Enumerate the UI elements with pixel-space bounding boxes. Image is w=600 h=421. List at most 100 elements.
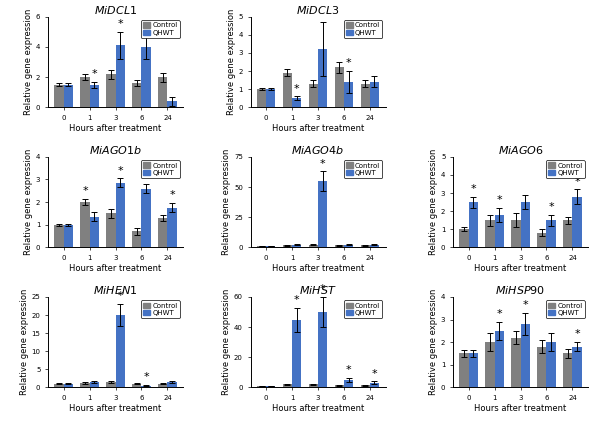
Text: *: * [548, 202, 554, 212]
Legend: Control, QHWT: Control, QHWT [344, 160, 382, 178]
X-axis label: Hours after treatment: Hours after treatment [70, 404, 161, 413]
Bar [572, 346, 581, 387]
Bar [460, 229, 469, 247]
Bar [361, 245, 370, 247]
Text: *: * [574, 329, 580, 339]
Text: *: * [371, 368, 377, 378]
Bar [521, 324, 530, 387]
X-axis label: Hours after treatment: Hours after treatment [272, 404, 364, 413]
Bar [344, 245, 353, 247]
Bar [309, 245, 318, 247]
Legend: Control, QHWT: Control, QHWT [141, 20, 179, 38]
Title: $\it{MiHST}$: $\it{MiHST}$ [299, 284, 337, 296]
Title: $\it{MiHSP90}$: $\it{MiHSP90}$ [496, 284, 545, 296]
Text: *: * [169, 190, 175, 200]
X-axis label: Hours after treatment: Hours after treatment [475, 264, 566, 273]
Text: *: * [320, 159, 325, 169]
X-axis label: Hours after treatment: Hours after treatment [70, 264, 161, 273]
Bar [89, 382, 98, 387]
Bar [80, 77, 89, 107]
Bar [511, 338, 521, 387]
Legend: Control, QHWT: Control, QHWT [141, 160, 179, 178]
Bar [64, 85, 73, 107]
Bar [361, 84, 370, 107]
Bar [572, 197, 581, 247]
Bar [55, 85, 64, 107]
X-axis label: Hours after treatment: Hours after treatment [70, 124, 161, 133]
Text: *: * [294, 84, 299, 93]
Text: *: * [574, 177, 580, 187]
X-axis label: Hours after treatment: Hours after treatment [475, 404, 566, 413]
Bar [485, 220, 494, 247]
Bar [167, 382, 176, 387]
Bar [133, 384, 142, 387]
Bar [563, 220, 572, 247]
Text: *: * [346, 59, 352, 68]
Bar [55, 225, 64, 247]
Text: *: * [320, 284, 325, 294]
Bar [158, 77, 167, 107]
Bar [370, 82, 379, 107]
Bar [469, 202, 478, 247]
Legend: Control, QHWT: Control, QHWT [141, 301, 179, 318]
Y-axis label: Relative gene expression: Relative gene expression [24, 9, 33, 115]
Bar [318, 181, 327, 247]
Bar [283, 245, 292, 247]
Text: *: * [496, 195, 502, 205]
Bar [335, 385, 344, 387]
X-axis label: Hours after treatment: Hours after treatment [272, 264, 364, 273]
Bar [335, 245, 344, 247]
Y-axis label: Relative gene expression: Relative gene expression [227, 9, 236, 115]
Bar [344, 380, 353, 387]
Title: $\it{MiDCL1}$: $\it{MiDCL1}$ [94, 4, 137, 16]
Bar [485, 342, 494, 387]
Bar [133, 232, 142, 247]
Bar [370, 383, 379, 387]
Bar [283, 384, 292, 387]
Bar [142, 386, 151, 387]
Bar [361, 385, 370, 387]
Bar [460, 354, 469, 387]
Bar [266, 386, 275, 387]
Bar [292, 320, 301, 387]
Bar [335, 67, 344, 107]
Bar [511, 220, 521, 247]
Bar [494, 215, 503, 247]
Bar [309, 84, 318, 107]
Bar [292, 98, 301, 107]
Bar [563, 354, 572, 387]
Y-axis label: Relative gene expression: Relative gene expression [222, 149, 231, 255]
Bar [158, 384, 167, 387]
Bar [283, 73, 292, 107]
Legend: Control, QHWT: Control, QHWT [546, 301, 584, 318]
Bar [167, 208, 176, 247]
Legend: Control, QHWT: Control, QHWT [344, 20, 382, 38]
Text: *: * [82, 186, 88, 196]
Bar [80, 202, 89, 247]
Bar [469, 354, 478, 387]
Bar [64, 225, 73, 247]
Text: *: * [346, 365, 352, 375]
Bar [318, 49, 327, 107]
Y-axis label: Relative gene expression: Relative gene expression [429, 149, 438, 255]
Bar [106, 74, 116, 107]
Bar [266, 89, 275, 107]
Bar [344, 82, 353, 107]
Bar [64, 384, 73, 387]
Text: *: * [496, 309, 502, 319]
Bar [167, 101, 176, 107]
Legend: Control, QHWT: Control, QHWT [344, 301, 382, 318]
Bar [521, 202, 530, 247]
Bar [133, 83, 142, 107]
Bar [547, 220, 556, 247]
Text: *: * [117, 165, 123, 176]
Bar [142, 189, 151, 247]
Y-axis label: Relative gene expression: Relative gene expression [24, 149, 33, 255]
Text: *: * [294, 295, 299, 305]
Y-axis label: Relative gene expression: Relative gene expression [222, 289, 231, 395]
Bar [257, 386, 266, 387]
Bar [89, 217, 98, 247]
Title: $\it{MiDCL3}$: $\it{MiDCL3}$ [296, 4, 340, 16]
Text: *: * [143, 171, 149, 181]
Text: *: * [117, 291, 123, 301]
